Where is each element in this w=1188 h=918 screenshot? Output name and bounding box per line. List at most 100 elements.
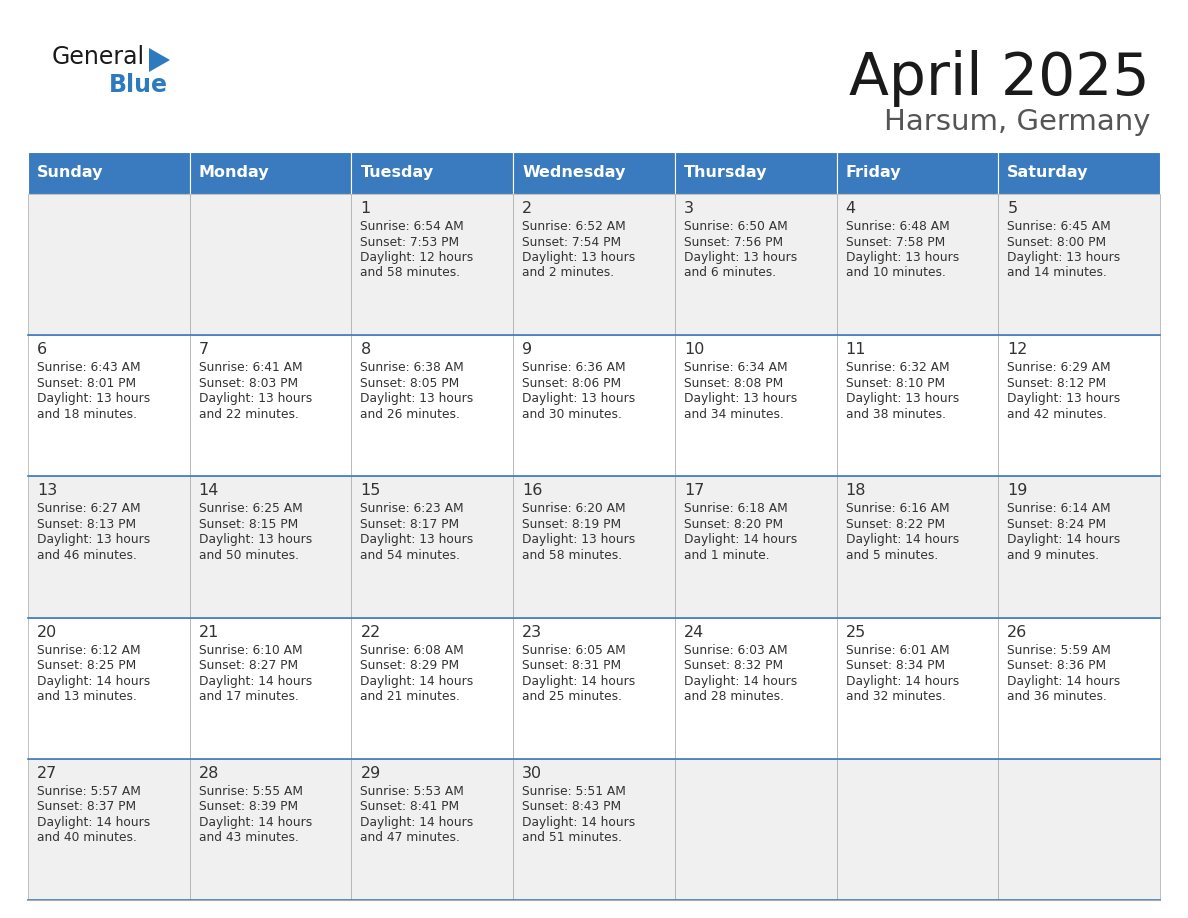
Text: Sunset: 8:22 PM: Sunset: 8:22 PM xyxy=(846,518,944,531)
Bar xyxy=(675,618,836,759)
Text: Daylight: 13 hours: Daylight: 13 hours xyxy=(523,533,636,546)
Text: 14: 14 xyxy=(198,484,219,498)
Text: Sunrise: 6:45 AM: Sunrise: 6:45 AM xyxy=(1007,220,1111,233)
Text: 6: 6 xyxy=(37,342,48,357)
Text: Sunset: 7:53 PM: Sunset: 7:53 PM xyxy=(360,236,460,249)
Text: Sunset: 8:31 PM: Sunset: 8:31 PM xyxy=(523,659,621,672)
Text: Saturday: Saturday xyxy=(1007,165,1088,181)
Text: 20: 20 xyxy=(37,624,57,640)
Text: 8: 8 xyxy=(360,342,371,357)
Text: 26: 26 xyxy=(1007,624,1028,640)
Text: Sunrise: 6:50 AM: Sunrise: 6:50 AM xyxy=(684,220,788,233)
Bar xyxy=(836,759,998,900)
Text: 10: 10 xyxy=(684,342,704,357)
Text: Sunrise: 6:27 AM: Sunrise: 6:27 AM xyxy=(37,502,140,515)
Text: Sunrise: 5:59 AM: Sunrise: 5:59 AM xyxy=(1007,644,1111,656)
Text: 30: 30 xyxy=(523,766,542,781)
Text: Sunrise: 5:53 AM: Sunrise: 5:53 AM xyxy=(360,785,465,798)
Text: Sunrise: 6:29 AM: Sunrise: 6:29 AM xyxy=(1007,361,1111,375)
Text: Sunrise: 6:03 AM: Sunrise: 6:03 AM xyxy=(684,644,788,656)
Text: 5: 5 xyxy=(1007,201,1017,216)
Text: Daylight: 13 hours: Daylight: 13 hours xyxy=(37,533,150,546)
Bar xyxy=(675,335,836,476)
Text: Sunset: 8:41 PM: Sunset: 8:41 PM xyxy=(360,800,460,813)
Text: Sunrise: 6:20 AM: Sunrise: 6:20 AM xyxy=(523,502,626,515)
Text: 11: 11 xyxy=(846,342,866,357)
Text: Sunset: 8:17 PM: Sunset: 8:17 PM xyxy=(360,518,460,531)
Text: Sunset: 8:43 PM: Sunset: 8:43 PM xyxy=(523,800,621,813)
Bar xyxy=(190,152,352,194)
Text: Daylight: 13 hours: Daylight: 13 hours xyxy=(684,251,797,264)
Text: and 22 minutes.: and 22 minutes. xyxy=(198,408,298,420)
Text: 7: 7 xyxy=(198,342,209,357)
Bar xyxy=(675,476,836,618)
Text: Sunrise: 6:16 AM: Sunrise: 6:16 AM xyxy=(846,502,949,515)
Text: 13: 13 xyxy=(37,484,57,498)
Bar xyxy=(513,618,675,759)
Bar xyxy=(29,759,190,900)
Text: Daylight: 13 hours: Daylight: 13 hours xyxy=(846,392,959,405)
Text: and 40 minutes.: and 40 minutes. xyxy=(37,832,137,845)
Text: Sunset: 8:25 PM: Sunset: 8:25 PM xyxy=(37,659,137,672)
Text: Sunset: 8:05 PM: Sunset: 8:05 PM xyxy=(360,376,460,390)
Bar xyxy=(513,759,675,900)
Text: Sunrise: 6:36 AM: Sunrise: 6:36 AM xyxy=(523,361,626,375)
Text: 17: 17 xyxy=(684,484,704,498)
Text: Sunset: 8:10 PM: Sunset: 8:10 PM xyxy=(846,376,944,390)
Bar xyxy=(998,759,1159,900)
Text: 18: 18 xyxy=(846,484,866,498)
Text: Daylight: 13 hours: Daylight: 13 hours xyxy=(846,251,959,264)
Text: Daylight: 14 hours: Daylight: 14 hours xyxy=(846,675,959,688)
Bar xyxy=(29,335,190,476)
Text: and 32 minutes.: and 32 minutes. xyxy=(846,690,946,703)
Text: Daylight: 14 hours: Daylight: 14 hours xyxy=(846,533,959,546)
Text: 28: 28 xyxy=(198,766,219,781)
Bar xyxy=(836,194,998,335)
Text: Sunset: 8:08 PM: Sunset: 8:08 PM xyxy=(684,376,783,390)
Text: Daylight: 13 hours: Daylight: 13 hours xyxy=(1007,392,1120,405)
Text: and 1 minute.: and 1 minute. xyxy=(684,549,770,562)
Bar xyxy=(998,476,1159,618)
Text: and 30 minutes.: and 30 minutes. xyxy=(523,408,623,420)
Text: Sunrise: 6:05 AM: Sunrise: 6:05 AM xyxy=(523,644,626,656)
Text: and 28 minutes.: and 28 minutes. xyxy=(684,690,784,703)
Text: Sunday: Sunday xyxy=(37,165,103,181)
Text: Daylight: 14 hours: Daylight: 14 hours xyxy=(1007,675,1120,688)
Text: Sunrise: 6:41 AM: Sunrise: 6:41 AM xyxy=(198,361,302,375)
Text: 23: 23 xyxy=(523,624,542,640)
Bar xyxy=(836,618,998,759)
Text: Daylight: 13 hours: Daylight: 13 hours xyxy=(360,392,474,405)
Text: Sunset: 8:12 PM: Sunset: 8:12 PM xyxy=(1007,376,1106,390)
Bar xyxy=(513,194,675,335)
Text: 21: 21 xyxy=(198,624,219,640)
Text: Sunrise: 6:08 AM: Sunrise: 6:08 AM xyxy=(360,644,465,656)
Text: 4: 4 xyxy=(846,201,855,216)
Bar xyxy=(190,618,352,759)
Text: 25: 25 xyxy=(846,624,866,640)
Bar xyxy=(513,152,675,194)
Text: and 50 minutes.: and 50 minutes. xyxy=(198,549,298,562)
Text: Daylight: 14 hours: Daylight: 14 hours xyxy=(1007,533,1120,546)
Text: and 13 minutes.: and 13 minutes. xyxy=(37,690,137,703)
Bar xyxy=(29,152,190,194)
Text: 3: 3 xyxy=(684,201,694,216)
Text: Sunset: 8:06 PM: Sunset: 8:06 PM xyxy=(523,376,621,390)
Text: Sunset: 8:24 PM: Sunset: 8:24 PM xyxy=(1007,518,1106,531)
Text: 27: 27 xyxy=(37,766,57,781)
Text: Sunrise: 6:01 AM: Sunrise: 6:01 AM xyxy=(846,644,949,656)
Bar xyxy=(836,335,998,476)
Text: 19: 19 xyxy=(1007,484,1028,498)
Text: and 42 minutes.: and 42 minutes. xyxy=(1007,408,1107,420)
Bar xyxy=(190,335,352,476)
Text: Daylight: 14 hours: Daylight: 14 hours xyxy=(523,675,636,688)
Text: Sunrise: 6:34 AM: Sunrise: 6:34 AM xyxy=(684,361,788,375)
Text: Sunset: 8:15 PM: Sunset: 8:15 PM xyxy=(198,518,298,531)
Text: Daylight: 14 hours: Daylight: 14 hours xyxy=(37,816,150,829)
Text: Daylight: 14 hours: Daylight: 14 hours xyxy=(684,533,797,546)
Text: Blue: Blue xyxy=(109,73,168,97)
Text: Tuesday: Tuesday xyxy=(360,165,434,181)
Text: and 2 minutes.: and 2 minutes. xyxy=(523,266,614,279)
Text: Daylight: 14 hours: Daylight: 14 hours xyxy=(360,675,474,688)
Text: and 21 minutes.: and 21 minutes. xyxy=(360,690,460,703)
Text: Sunset: 8:19 PM: Sunset: 8:19 PM xyxy=(523,518,621,531)
